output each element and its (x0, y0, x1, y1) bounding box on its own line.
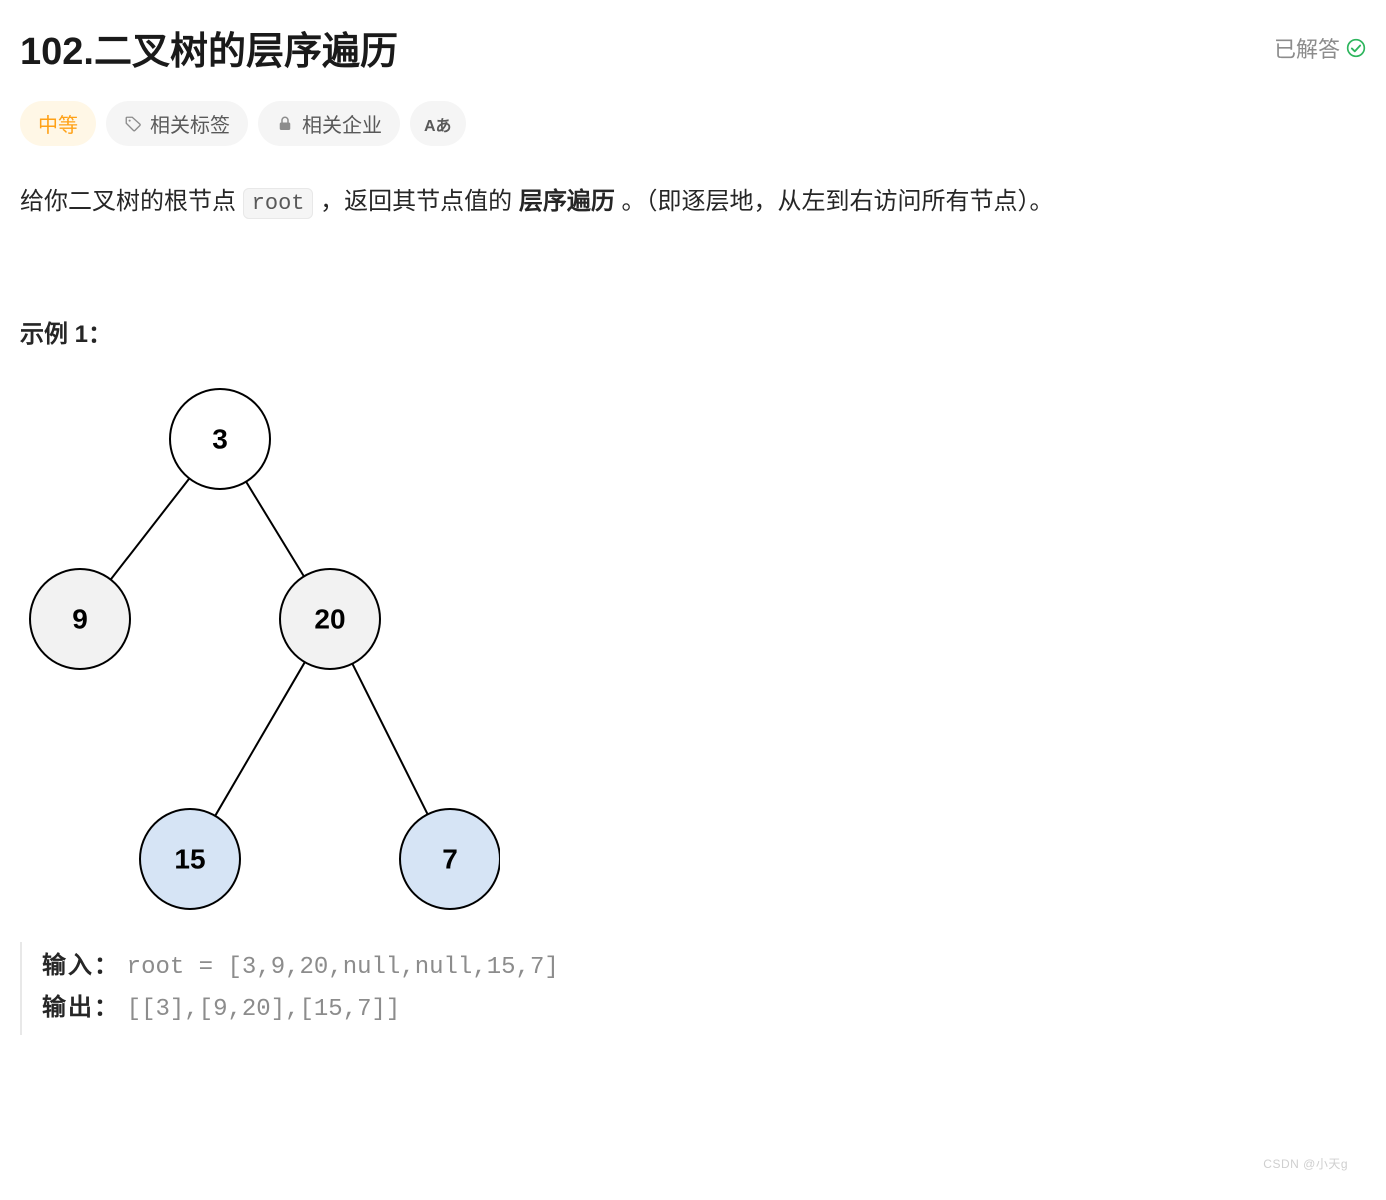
svg-text:9: 9 (72, 603, 88, 634)
svg-text:15: 15 (174, 843, 205, 874)
tags-pill[interactable]: 相关标签 (106, 101, 248, 146)
output-label: 输出： (42, 994, 120, 1021)
tree-diagram: 3 9 20 15 7 (20, 379, 1366, 924)
input-label: 输入： (42, 952, 120, 979)
translate-icon: Aあ (424, 112, 452, 136)
problem-title: 102.二叉树的层序遍历 (20, 20, 398, 75)
solved-badge: 已解答 (1274, 32, 1366, 64)
watermark: CSDN @小天g (1263, 1155, 1348, 1172)
companies-label: 相关企业 (302, 109, 382, 138)
companies-pill[interactable]: 相关企业 (258, 101, 400, 146)
example-label: 示例 1： (20, 314, 1366, 349)
solved-label: 已解答 (1274, 32, 1340, 64)
svg-text:3: 3 (212, 423, 228, 454)
tag-icon (124, 115, 142, 133)
code-root: root (243, 188, 314, 219)
example-io: 输入： root = [3,9,20,null,null,15,7] 输出： [… (20, 942, 1366, 1036)
problem-description: 给你二叉树的根节点 root ，返回其节点值的 层序遍历 。（即逐层地，从左到右… (20, 180, 1366, 224)
svg-text:7: 7 (442, 843, 458, 874)
tags-label: 相关标签 (150, 109, 230, 138)
input-value: root = [3,9,20,null,null,15,7] (127, 954, 559, 981)
difficulty-pill[interactable]: 中等 (20, 101, 96, 146)
output-value: [[3],[9,20],[15,7]] (127, 996, 401, 1023)
lock-icon (276, 115, 294, 133)
check-icon (1346, 38, 1366, 58)
svg-text:20: 20 (314, 603, 345, 634)
translate-pill[interactable]: Aあ (410, 101, 466, 146)
